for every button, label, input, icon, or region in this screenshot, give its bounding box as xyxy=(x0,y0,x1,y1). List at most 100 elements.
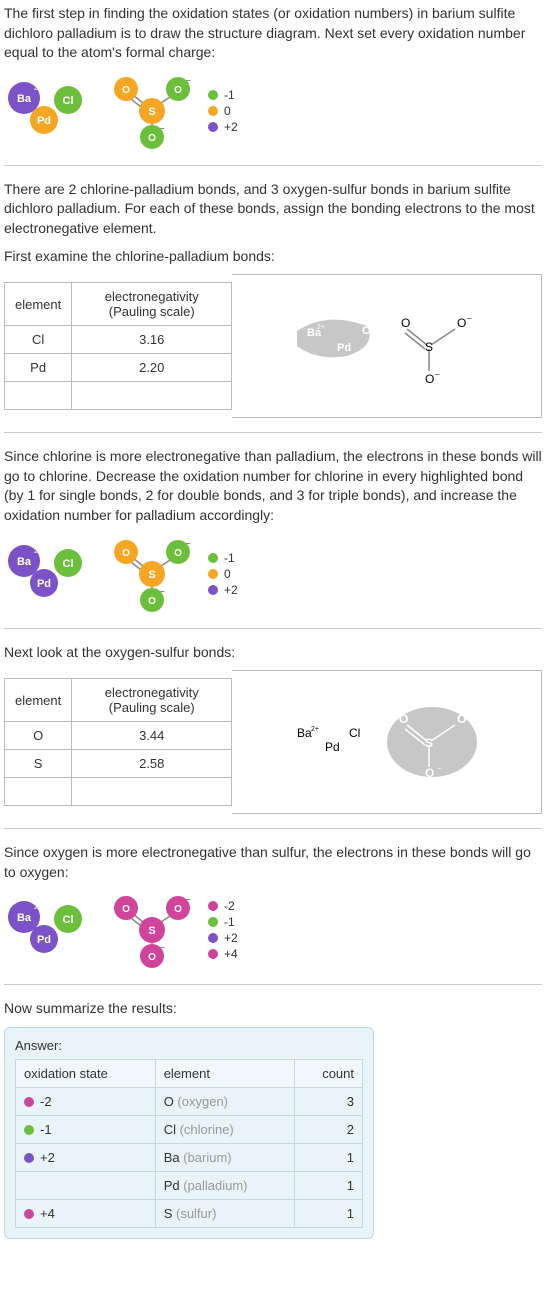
legend-label: +2 xyxy=(224,120,238,134)
ox-dot xyxy=(24,1097,34,1107)
svg-text:Pd: Pd xyxy=(37,578,51,590)
legend-dot-purple xyxy=(208,933,218,943)
svg-text:S: S xyxy=(425,736,433,750)
o-s-explain: Since oxygen is more electronegative tha… xyxy=(4,843,542,882)
en-table-1: elementelectronegativity (Pauling scale)… xyxy=(4,282,232,410)
svg-text:O: O xyxy=(148,952,156,963)
svg-text:−: − xyxy=(186,76,191,85)
svg-text:2+: 2+ xyxy=(311,726,319,733)
legend-dot-pink xyxy=(208,901,218,911)
svg-text:−: − xyxy=(469,710,474,719)
svg-text:O: O xyxy=(425,372,434,386)
svg-text:2+: 2+ xyxy=(317,324,325,331)
molecule-bapdcl-3: Ba 2+ Pd Cl xyxy=(4,895,94,965)
separator xyxy=(4,165,542,166)
td-en: 3.44 xyxy=(72,722,232,750)
svg-text:Pd: Pd xyxy=(37,115,51,127)
td-empty xyxy=(5,382,72,410)
o-s-heading: Next look at the oxygen-sulfur bonds: xyxy=(4,643,542,663)
td-empty xyxy=(72,778,232,806)
separator xyxy=(4,984,542,985)
svg-text:2+: 2+ xyxy=(34,904,42,911)
td-count: 1 xyxy=(295,1143,363,1171)
svg-text:Cl: Cl xyxy=(63,914,74,926)
legend-label: 0 xyxy=(224,104,231,118)
molecule-so3-3: O S O − O − xyxy=(106,890,196,970)
bonds-paragraph: There are 2 chlorine-palladium bonds, an… xyxy=(4,180,542,239)
legend-label: +4 xyxy=(224,947,238,961)
svg-text:O: O xyxy=(174,904,182,915)
legend-dot-green xyxy=(208,553,218,563)
svg-text:O: O xyxy=(401,316,410,330)
answer-box: Answer: oxidation state element count -2… xyxy=(4,1027,374,1239)
td-element: Ba (barium) xyxy=(155,1143,295,1171)
result-table: oxidation state element count -2O (oxyge… xyxy=(15,1059,363,1228)
svg-text:Cl: Cl xyxy=(362,325,373,337)
intro-paragraph: The first step in finding the oxidation … xyxy=(4,4,542,63)
legend-dot-orange xyxy=(208,106,218,116)
svg-text:O: O xyxy=(457,712,466,726)
legend-2: -1 0 +2 xyxy=(208,551,238,597)
legend-label: +2 xyxy=(224,583,238,597)
diagram-3: Ba 2+ Pd Cl O S O − O − -2 -1 +2 +4 xyxy=(4,890,542,970)
svg-text:O: O xyxy=(457,316,466,330)
td-el: Pd xyxy=(5,354,72,382)
separator xyxy=(4,432,542,433)
td-ox xyxy=(16,1171,156,1199)
svg-text:O: O xyxy=(148,133,156,144)
th-el: element xyxy=(155,1059,295,1087)
molecule-bapdcl-2: Ba 2+ Pd Cl xyxy=(4,539,94,609)
td-ox: -1 xyxy=(16,1115,156,1143)
separator xyxy=(4,628,542,629)
th-en: electronegativity (Pauling scale) xyxy=(72,679,232,722)
legend-dot-purple xyxy=(208,585,218,595)
legend-dot-pink xyxy=(208,949,218,959)
td-en: 2.58 xyxy=(72,750,232,778)
molecule-so3: O S O − O − xyxy=(106,71,196,151)
summary-heading: Now summarize the results: xyxy=(4,999,542,1019)
svg-text:Cl: Cl xyxy=(63,95,74,107)
svg-text:O: O xyxy=(122,548,130,559)
td-element: Pd (palladium) xyxy=(155,1171,295,1199)
svg-text:S: S xyxy=(148,569,155,581)
td-count: 2 xyxy=(295,1115,363,1143)
svg-text:O: O xyxy=(122,85,130,96)
svg-text:−: − xyxy=(435,370,440,379)
th-ox: oxidation state xyxy=(16,1059,156,1087)
svg-text:Pd: Pd xyxy=(337,342,351,354)
molecule-bapdcl: Ba 2+ Pd Cl xyxy=(4,76,94,146)
svg-text:−: − xyxy=(437,764,442,773)
svg-text:Ba: Ba xyxy=(17,556,32,568)
separator xyxy=(4,828,542,829)
legend-label: -1 xyxy=(224,915,235,929)
diagram-2: Ba 2+ Pd Cl O S O − O − -1 0 +2 xyxy=(4,534,542,614)
answer-label: Answer: xyxy=(15,1038,363,1053)
svg-text:2+: 2+ xyxy=(34,548,42,555)
en-table-2: elementelectronegativity (Pauling scale)… xyxy=(4,678,232,806)
svg-text:Ba: Ba xyxy=(17,912,32,924)
svg-text:−: − xyxy=(160,587,165,596)
legend-label: -1 xyxy=(224,551,235,565)
td-el: O xyxy=(5,722,72,750)
svg-text:Cl: Cl xyxy=(63,558,74,570)
td-empty xyxy=(5,778,72,806)
td-element: S (sulfur) xyxy=(155,1199,295,1227)
en-table-2-row: elementelectronegativity (Pauling scale)… xyxy=(4,670,542,814)
ox-dot xyxy=(24,1125,34,1135)
svg-text:S: S xyxy=(148,106,155,118)
svg-text:−: − xyxy=(186,895,191,904)
legend-dot-orange xyxy=(208,569,218,579)
svg-text:O: O xyxy=(174,85,182,96)
td-en: 2.20 xyxy=(72,354,232,382)
th-ct: count xyxy=(295,1059,363,1087)
td-el: Cl xyxy=(5,326,72,354)
svg-text:O: O xyxy=(425,766,434,780)
diagram-cell-clpd: Ba 2+ Pd Cl O S O− O− xyxy=(232,274,542,418)
td-count: 1 xyxy=(295,1171,363,1199)
legend-label: -2 xyxy=(224,899,235,913)
svg-text:S: S xyxy=(148,925,155,937)
svg-text:Ba: Ba xyxy=(17,93,32,105)
td-element: O (oxygen) xyxy=(155,1087,295,1115)
legend-dot-green xyxy=(208,90,218,100)
th-element: element xyxy=(5,283,72,326)
